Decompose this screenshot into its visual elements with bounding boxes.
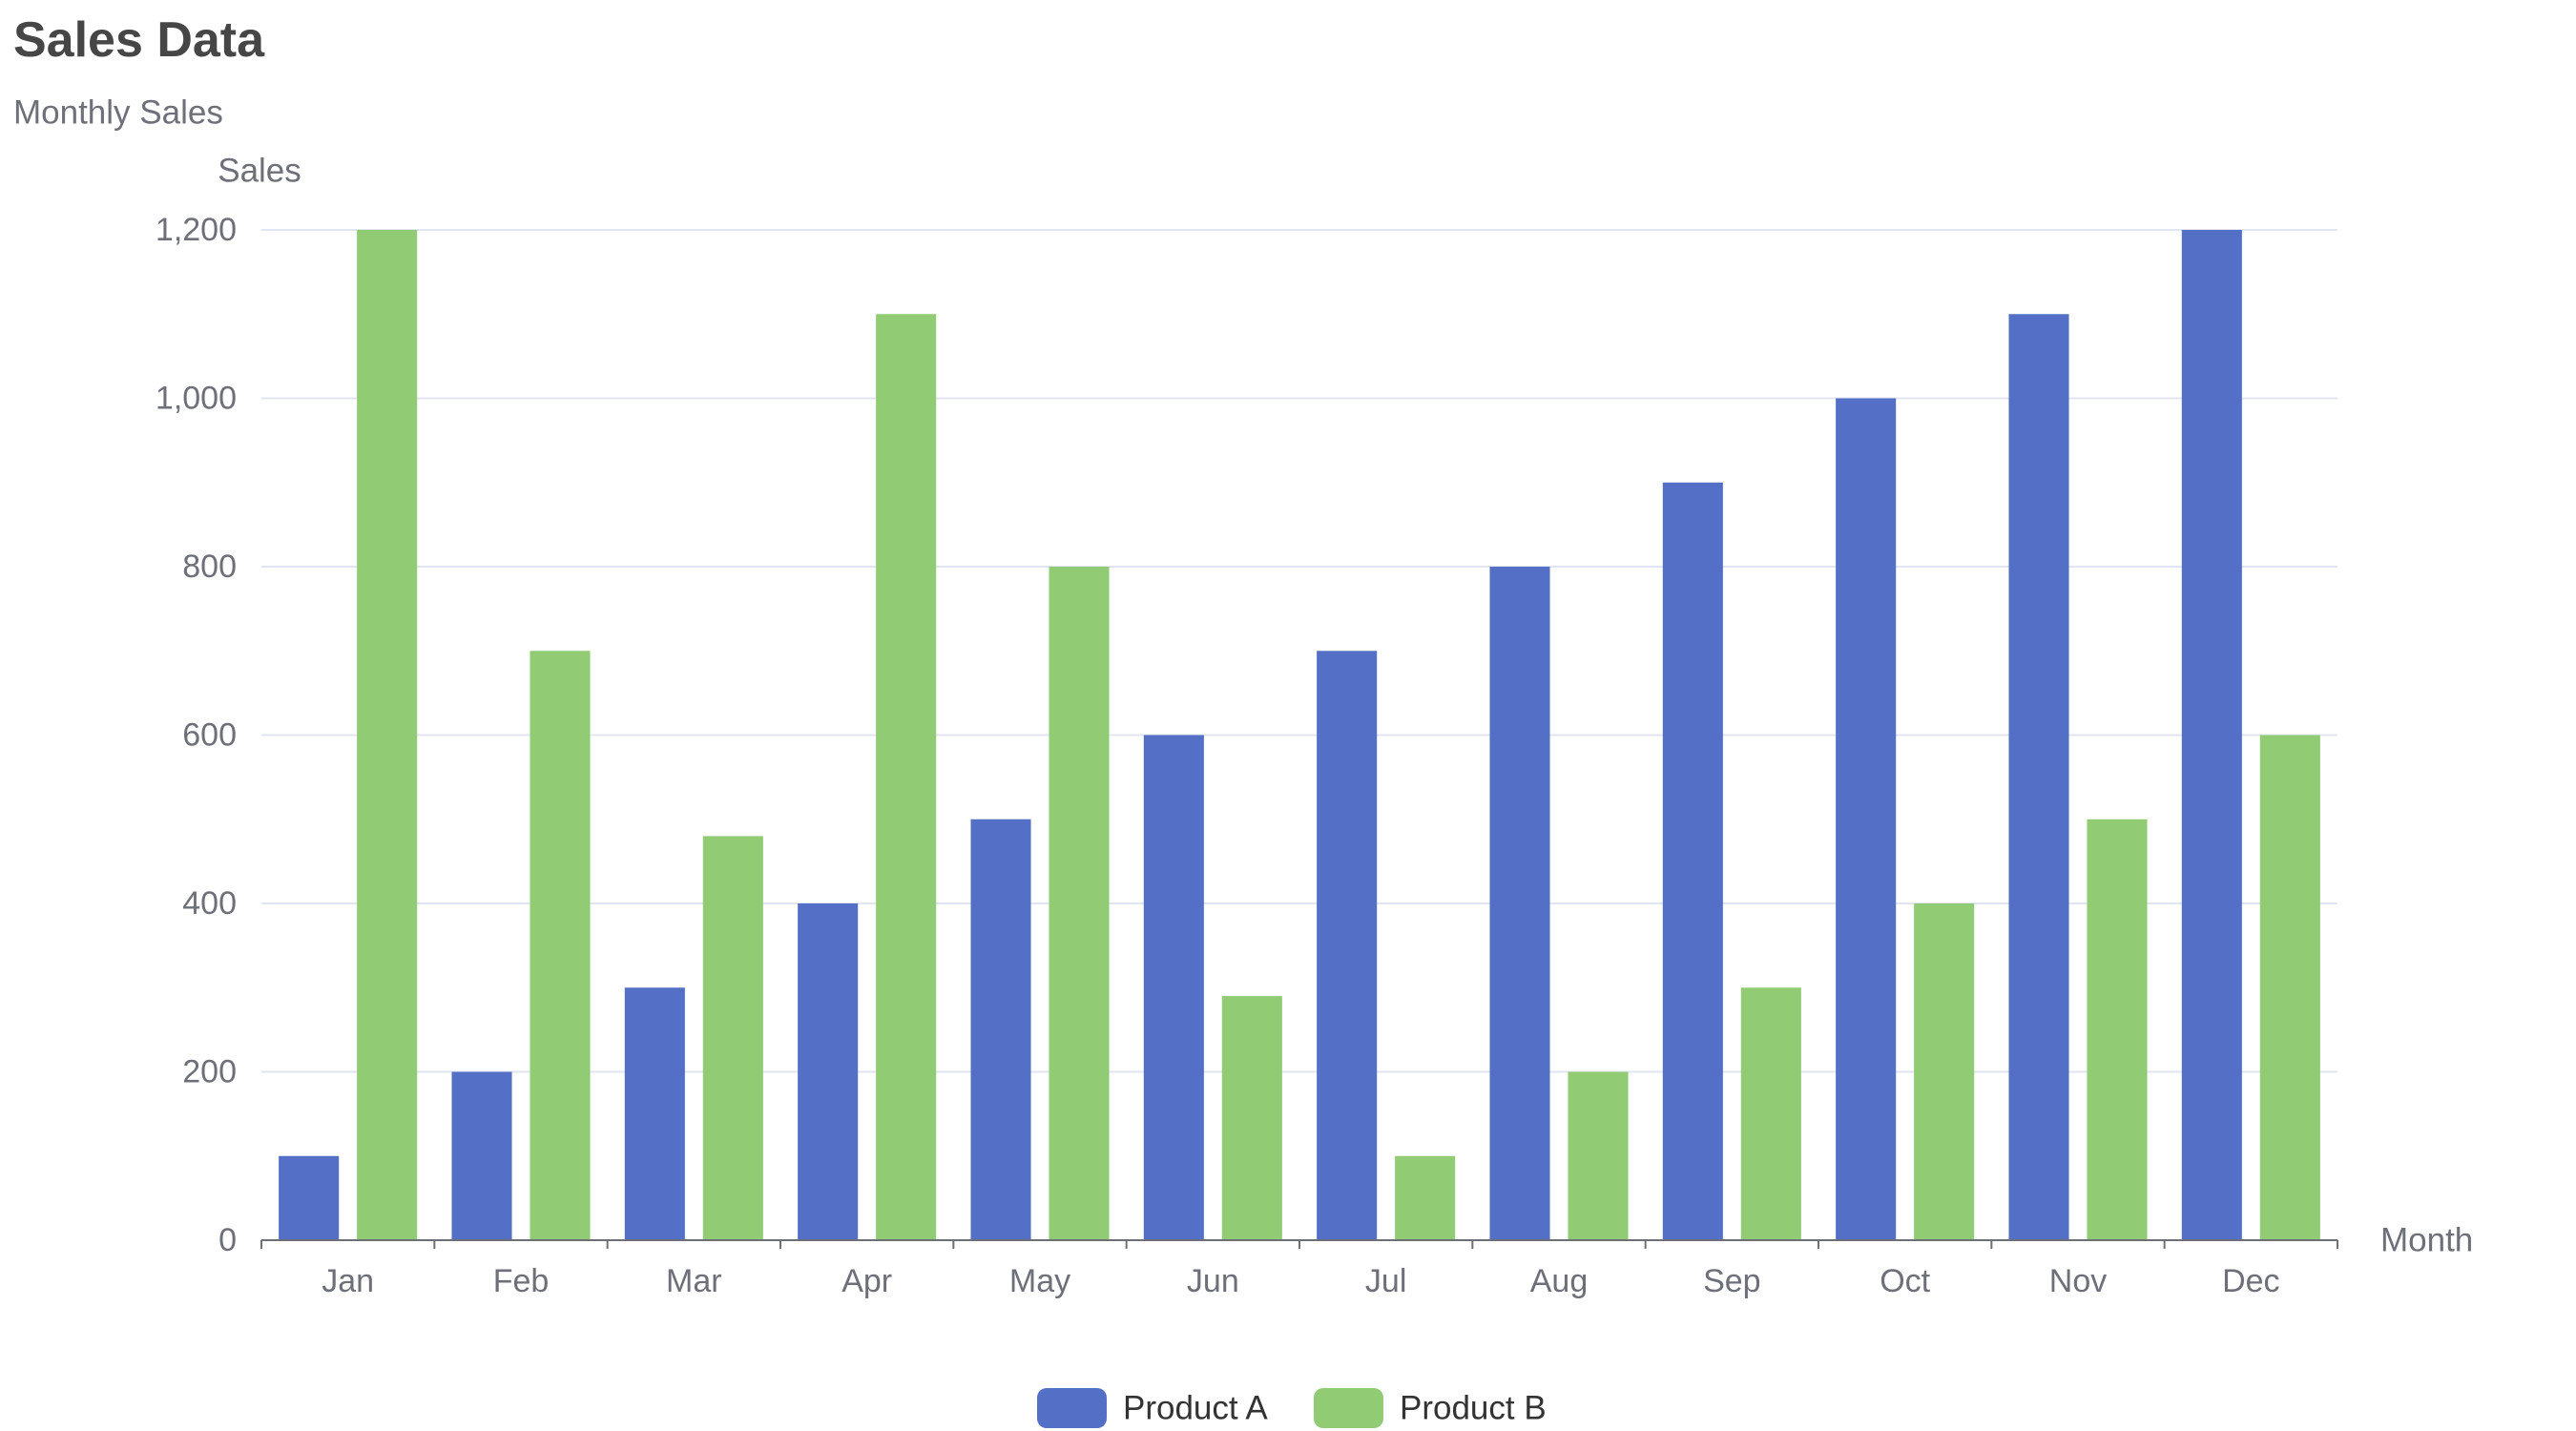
y-tick-label: 200 (182, 1054, 237, 1090)
x-tick-label: Oct (1880, 1263, 1930, 1299)
bar-product-b-sep (1740, 987, 1801, 1240)
x-tick-label: Feb (493, 1263, 550, 1299)
chart-title: Sales Data (13, 12, 265, 68)
x-tick-label: Mar (666, 1263, 722, 1299)
bar-product-b-nov (2087, 819, 2148, 1240)
bar-product-a-oct (1836, 398, 1897, 1240)
bar-product-b-jul (1395, 1155, 1456, 1240)
bar-product-a-jun (1143, 735, 1204, 1240)
legend: Product A Product B (1037, 1388, 1547, 1428)
bar-product-b-dec (2259, 735, 2320, 1240)
legend-label-product-a: Product A (1123, 1390, 1268, 1427)
x-axis-title: Month (2380, 1222, 2473, 1259)
bar-product-b-may (1049, 567, 1110, 1240)
y-tick-label: 0 (218, 1222, 237, 1258)
bar-product-b-jun (1221, 996, 1282, 1240)
bar-product-a-aug (1489, 567, 1550, 1240)
bar-product-a-jul (1317, 651, 1378, 1240)
legend-swatch-product-b (1314, 1388, 1383, 1428)
x-tick-label: Apr (841, 1263, 892, 1299)
bar-product-b-aug (1568, 1071, 1629, 1240)
y-tick-label: 1,000 (156, 381, 237, 417)
x-tick-label: Nov (2049, 1263, 2107, 1299)
x-tick-label: Aug (1530, 1263, 1589, 1299)
bar-product-a-apr (798, 903, 859, 1240)
legend-swatch-product-a (1037, 1388, 1107, 1428)
x-tick-label: Sep (1703, 1263, 1761, 1299)
y-tick-label: 600 (182, 717, 237, 754)
bar-product-a-nov (2008, 314, 2069, 1240)
grid-lines (261, 229, 2337, 1073)
x-tick-label: Jul (1365, 1263, 1406, 1299)
bar-product-b-jan (357, 230, 418, 1240)
y-tick-label: 800 (182, 549, 237, 585)
bar-product-a-sep (1662, 482, 1723, 1240)
x-tick-label: Dec (2222, 1263, 2279, 1299)
bar-product-b-oct (1914, 903, 1975, 1240)
x-tick-label: Jan (322, 1263, 374, 1299)
bar-product-a-jan (279, 1155, 340, 1240)
axes: 0 200 400 600 800 1,000 1,200 Jan Feb Mar Apr May Ju… (156, 212, 2338, 1299)
legend-item-product-b[interactable]: Product B (1314, 1388, 1547, 1428)
y-tick-label: 400 (182, 885, 237, 922)
y-tick-label: 1,200 (156, 212, 237, 248)
bar-product-a-feb (451, 1071, 512, 1240)
bar-product-a-may (970, 819, 1031, 1240)
bar-product-a-dec (2181, 230, 2242, 1240)
legend-item-product-a[interactable]: Product A (1037, 1388, 1268, 1428)
chart-subtitle: Monthly Sales (13, 94, 223, 132)
bar-product-b-feb (530, 651, 591, 1240)
bar-product-a-mar (624, 987, 685, 1240)
bar-product-b-apr (876, 314, 937, 1240)
legend-label-product-b: Product B (1400, 1390, 1547, 1427)
x-tick-label: Jun (1187, 1263, 1239, 1299)
bars (279, 230, 2320, 1240)
bar-product-b-mar (702, 836, 763, 1240)
y-axis-title: Sales (218, 153, 301, 190)
x-tick-label: May (1009, 1263, 1070, 1299)
